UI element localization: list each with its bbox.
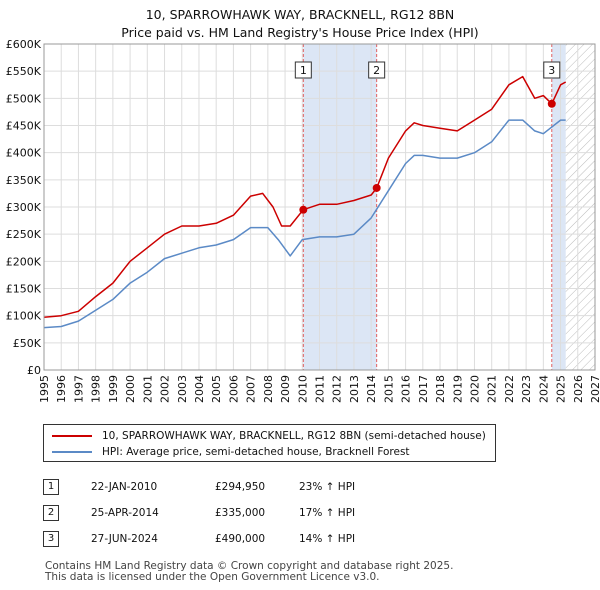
x-tick-label: 2021 [486,375,499,403]
y-tick-label: £300K [6,201,42,214]
price-chart: 1 2 3 £0 £50K £100K £150K £200K £250K £300K £350K… [6,38,600,403]
x-tick-label: 2006 [227,375,240,403]
y-tick-label: £350K [6,174,42,187]
x-tick-label: 2013 [348,375,361,403]
sale-box-label-1: 1 [300,64,307,77]
sale-number: 2 [43,505,59,521]
sale-box-label-3: 3 [548,64,555,77]
legend-label-property: 10, SPARROWHAWK WAY, BRACKNELL, RG12 8BN… [102,430,486,442]
legend-item-property: 10, SPARROWHAWK WAY, BRACKNELL, RG12 8BN… [52,429,486,443]
footer: Contains HM Land Registry data © Crown c… [45,561,453,583]
sale-point-1 [299,205,308,214]
plot-frame [43,43,596,371]
y-tick-label: £550K [6,65,42,78]
x-tick-label: 2004 [193,375,206,403]
legend-item-hpi: HPI: Average price, semi-detached house,… [52,445,410,459]
y-tick-label: £0 [27,364,41,377]
sale-hpi-change: 17% ↑ HPI [299,507,356,519]
x-tick-label: 1998 [90,375,103,403]
chart-subtitle: Price paid vs. HM Land Registry's House … [121,25,479,40]
sale-box-3 [543,61,561,79]
x-tick-label: 2007 [245,375,258,403]
x-tick-label: 2002 [159,375,172,403]
y-tick-label: £500K [6,92,42,105]
sale-hpi-change: 14% ↑ HPI [299,533,356,545]
sale-price: £294,950 [215,481,266,493]
sale-hpi-change: 23% ↑ HPI [299,481,356,493]
x-tick-label: 2012 [331,375,344,403]
x-tick-label: 1995 [38,375,51,403]
x-tick-label: 2024 [537,375,550,403]
x-tick-label: 2003 [176,375,189,403]
y-tick-label: £600K [6,38,42,51]
legend-swatch-hpi [52,451,92,453]
x-tick-label: 2025 [555,375,568,403]
sale-box-label-2: 2 [373,64,380,77]
x-tick-label: 2020 [468,375,481,403]
x-tick-label: 2026 [572,375,585,403]
y-tick-label: £200K [6,255,42,268]
x-tick-label: 2000 [124,375,137,403]
x-tick-label: 1996 [55,375,68,403]
sale-point-3 [547,99,556,108]
x-tick-label: 2017 [417,375,430,403]
y-tick-label: £450K [6,120,42,133]
legend: 10, SPARROWHAWK WAY, BRACKNELL, RG12 8BN… [43,424,496,462]
x-tick-label: 2022 [503,375,516,403]
x-tick-label: 2001 [141,375,154,403]
legend-swatch-property [52,435,92,437]
sales-row: 1 22-JAN-2010 £294,950 23% ↑ HPI [43,474,355,500]
sale-number: 3 [43,531,59,547]
x-tick-label: 2005 [210,375,223,403]
sale-point-2 [372,183,381,192]
y-tick-label: £400K [6,147,42,160]
sale-number: 1 [43,479,59,495]
x-tick-label: 2008 [262,375,275,403]
legend-label-hpi: HPI: Average price, semi-detached house,… [102,446,410,458]
x-tick-label: 2011 [314,375,327,403]
x-tick-label: 1999 [107,375,120,403]
x-tick-label: 2027 [589,375,600,403]
sale-price: £335,000 [215,507,266,519]
sale-price: £490,000 [215,533,266,545]
footer-copyright: Contains HM Land Registry data © Crown c… [45,560,454,572]
x-tick-label: 2009 [279,375,292,403]
x-tick-label: 2023 [520,375,533,403]
sales-row: 2 25-APR-2014 £335,000 17% ↑ HPI [43,500,355,526]
x-tick-label: 2016 [400,375,413,403]
sales-table: 1 22-JAN-2010 £294,950 23% ↑ HPI 2 25-AP… [43,474,355,552]
sale-box-1 [294,61,312,79]
x-tick-label: 2014 [365,375,378,403]
hpi-line [43,119,566,329]
x-tick-label: 1997 [72,375,85,403]
x-tick-label: 2010 [296,375,309,403]
y-tick-label: £250K [6,228,42,241]
sale-date: 22-JAN-2010 [91,481,158,493]
x-tick-label: 2015 [382,375,395,403]
y-tick-label: £50K [13,337,42,350]
y-tick-label: £100K [6,310,42,323]
sale-box-2 [368,61,386,79]
x-tick-label: 2019 [451,375,464,403]
y-tick-label: £150K [6,283,42,296]
chart-title: 10, SPARROWHAWK WAY, BRACKNELL, RG12 8BN [145,7,455,22]
footer-license: This data is licensed under the Open Gov… [45,571,380,583]
sales-row: 3 27-JUN-2024 £490,000 14% ↑ HPI [43,526,355,552]
property-price-line [43,75,567,319]
x-tick-label: 2018 [434,375,447,403]
sale-date: 27-JUN-2024 [91,533,158,545]
sale-date: 25-APR-2014 [91,507,159,519]
